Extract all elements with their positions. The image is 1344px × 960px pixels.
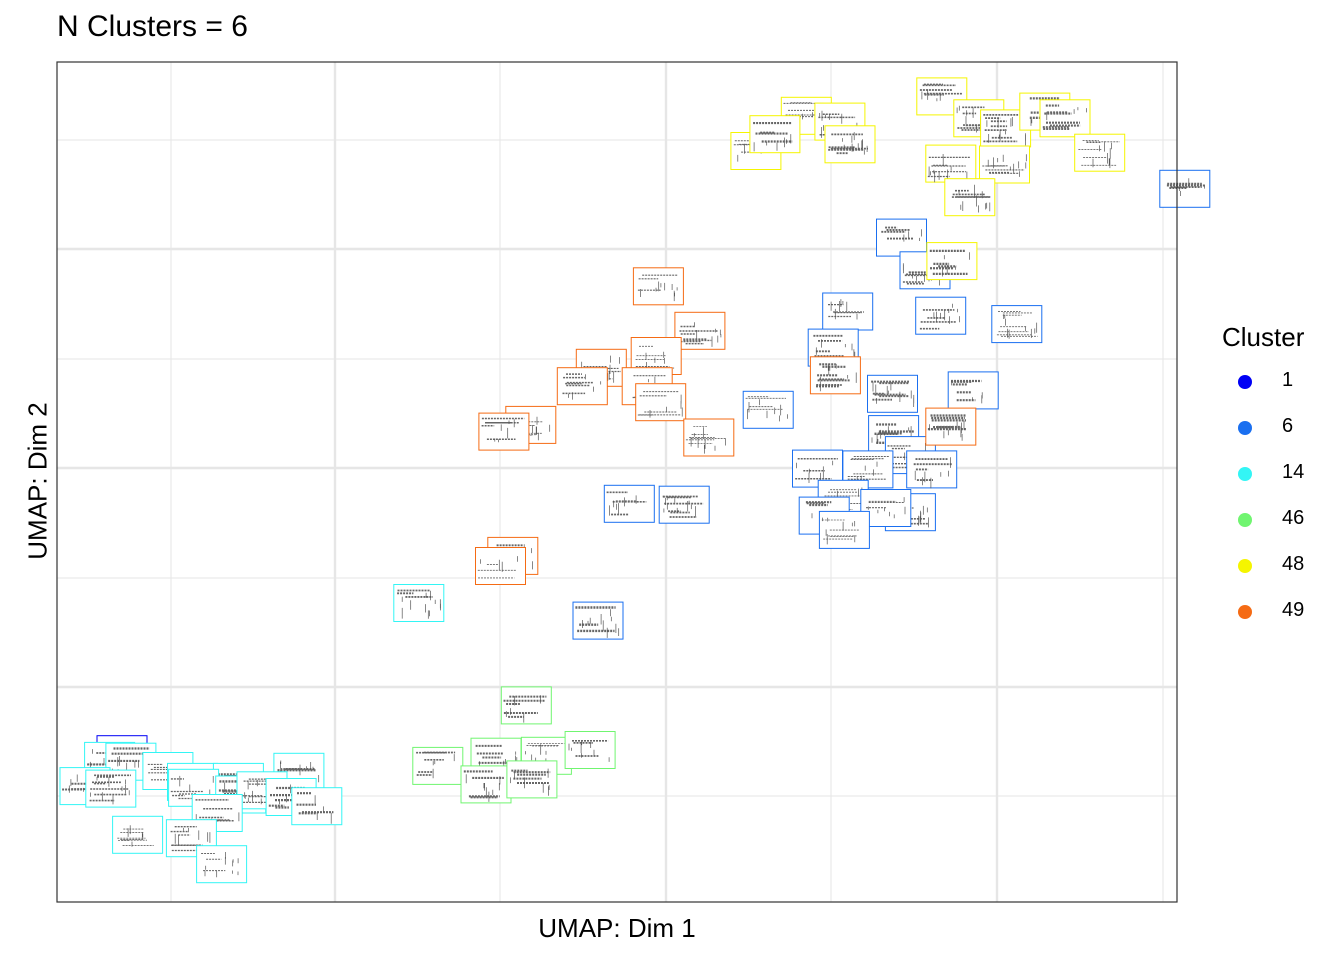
cluster-48-point — [749, 115, 801, 154]
cluster-48-point — [944, 178, 996, 217]
cluster-6-point — [818, 510, 870, 549]
cluster-46-point — [564, 731, 616, 769]
cluster-6-point — [906, 450, 958, 489]
cluster-46-point — [412, 746, 464, 785]
cluster-49-point — [683, 418, 735, 457]
cluster-6-point — [1159, 169, 1211, 208]
legend-label: 6 — [1282, 415, 1294, 437]
legend-item-cluster-14: 14 — [1222, 459, 1332, 505]
legend-label: 49 — [1282, 599, 1305, 621]
chart-title: N Clusters = 6 — [57, 10, 248, 43]
cluster-49-point — [556, 367, 608, 406]
data-points — [59, 77, 1211, 884]
x-axis-label: UMAP: Dim 1 — [538, 913, 696, 943]
legend-dot — [1238, 513, 1252, 527]
legend-item-cluster-1: 1 — [1222, 367, 1332, 413]
cluster-6-point — [947, 371, 999, 410]
cluster-46-point — [460, 765, 512, 804]
cluster-6-point — [991, 305, 1043, 344]
cluster-46-point — [500, 686, 552, 725]
legend-item-cluster-46: 46 — [1222, 505, 1332, 551]
cluster-48-point — [926, 242, 978, 281]
cluster-6-point — [603, 484, 655, 523]
cluster-49-point — [478, 412, 530, 451]
legend-dot — [1238, 375, 1252, 389]
cluster-48-point — [925, 144, 977, 183]
cluster-49-point — [809, 356, 861, 395]
cluster-14-point — [85, 769, 137, 808]
cluster-14-point — [191, 794, 243, 832]
legend-title: Cluster — [1222, 322, 1305, 352]
cluster-46-point — [506, 760, 558, 799]
cluster-6-point — [658, 485, 710, 524]
cluster-6-point — [742, 390, 794, 429]
cluster-49-point — [674, 311, 726, 350]
cluster-6-point — [876, 218, 927, 257]
cluster-6-point — [792, 449, 843, 488]
legend-dot — [1238, 559, 1252, 573]
legend-item-cluster-48: 48 — [1222, 551, 1332, 597]
cluster-14-point — [196, 845, 248, 884]
cluster-6-point — [915, 296, 967, 335]
cluster-48-point — [979, 145, 1030, 184]
legend-dot — [1238, 467, 1252, 481]
cluster-48-point — [1074, 133, 1126, 172]
legend-dot — [1238, 605, 1252, 619]
legend-label: 1 — [1282, 369, 1294, 391]
cluster-49-point — [475, 547, 526, 585]
cluster-6-point — [867, 374, 918, 413]
cluster-6-point — [822, 292, 874, 331]
legend-label: 48 — [1282, 553, 1305, 575]
cluster-49-point — [925, 407, 977, 446]
legend-item-cluster-6: 6 — [1222, 413, 1332, 459]
cluster-49-point — [635, 383, 687, 422]
legend-label: 46 — [1282, 507, 1305, 529]
cluster-14-point — [393, 584, 445, 622]
cluster-14-point — [236, 771, 288, 810]
cluster-14-point — [112, 815, 164, 854]
cluster-14-point — [291, 787, 343, 826]
plot-panel-border — [56, 61, 1178, 903]
legend: Cluster 1 6 14 46 48 49 — [1222, 322, 1332, 643]
cluster-48-point — [824, 125, 876, 164]
cluster-49-point — [632, 267, 684, 306]
cluster-6-point — [572, 601, 624, 640]
y-axis-label: UMAP: Dim 2 — [22, 402, 53, 560]
legend-items: 1 6 14 46 48 49 — [1222, 367, 1332, 643]
cluster-48-point — [1039, 99, 1091, 138]
legend-dot — [1238, 421, 1252, 435]
legend-label: 14 — [1282, 461, 1305, 483]
legend-item-cluster-49: 49 — [1222, 597, 1332, 643]
